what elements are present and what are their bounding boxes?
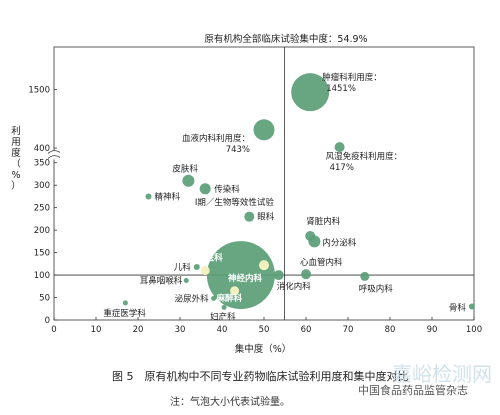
data-label: 心血管内科	[300, 257, 343, 268]
axis-break-mark	[47, 155, 61, 159]
data-label: 肾脏内科	[306, 216, 341, 227]
bubble-point	[244, 211, 255, 222]
x-tick-label: 30	[175, 325, 186, 335]
data-label: 皮肤科	[172, 164, 198, 175]
bubble-point	[305, 230, 316, 241]
data-label: 重症医学科	[103, 308, 146, 319]
bubble-point	[273, 270, 284, 281]
bubble-point	[122, 300, 128, 306]
data-label: 麻醉科	[216, 293, 243, 304]
y-axis-title-char: （	[11, 158, 21, 170]
data-label: 肿瘤科利用度： 1451%	[322, 72, 382, 94]
x-tick-label: 60	[301, 325, 312, 335]
bubble-point	[301, 269, 311, 280]
data-label: 儿科	[174, 262, 192, 273]
data-label: 眼科	[257, 212, 275, 223]
bubble-point	[199, 183, 211, 195]
y-axis-title-char: 度	[11, 147, 21, 159]
x-tick-label: 70	[343, 325, 354, 335]
axis-break-gap	[49, 150, 59, 160]
data-label: 精神科	[155, 191, 181, 202]
watermark-brand: 嘉峪检测网	[392, 362, 492, 386]
figure-caption: 图 5 原有机构中不同专业药物临床试验利用度和集中度对比	[112, 370, 409, 383]
data-label-line: 417%	[330, 163, 354, 173]
bubble-point	[200, 266, 210, 276]
y-tick-label: 50	[39, 294, 50, 304]
data-label: 血液内科利用度： 743%	[182, 133, 250, 155]
watermark-source: 中国食品药品监管杂志	[358, 384, 468, 397]
bubble-point	[291, 73, 330, 112]
y-axis-title-char: 利	[11, 125, 21, 137]
y-axis-title-char: %	[11, 170, 20, 181]
bubble-point	[468, 303, 475, 310]
data-label: 耳鼻咽喉科	[140, 275, 183, 286]
y-axis-title-char: ）	[11, 180, 21, 192]
figure-note: 注：气泡大小代表试验量。	[170, 397, 290, 408]
data-label-line: 743%	[226, 145, 250, 155]
x-tick-label: 0	[51, 325, 56, 335]
data-label-line: 肿瘤科利用度：	[322, 72, 382, 83]
data-label: 呼吸内科	[359, 283, 394, 294]
bubble-point	[221, 304, 227, 310]
x-tick-label: 40	[217, 325, 228, 335]
x-axis-title: 集中度（%）	[235, 343, 292, 355]
bubble-point	[334, 142, 345, 153]
x-tick-label: 90	[427, 325, 438, 335]
y-axis-title: 利用度（%）	[11, 125, 21, 192]
y-tick-label: 200	[34, 226, 50, 236]
data-label: 神经内科	[228, 273, 263, 284]
data-label: Ⅰ期／生物等效性试验	[195, 197, 275, 208]
x-tick-label: 80	[385, 325, 396, 335]
x-tick-label: 20	[133, 325, 144, 335]
x-tick-label: 100	[466, 325, 482, 335]
y-tick-label: 150	[34, 249, 50, 259]
data-label: 传染科	[214, 184, 240, 195]
data-label: 风湿免疫科利用度： 417%	[326, 151, 403, 173]
bubble-point	[360, 271, 370, 281]
bubble-point	[183, 277, 189, 283]
data-label-line: 1451%	[326, 84, 356, 94]
bubble-point	[253, 119, 275, 141]
bubble-point	[211, 295, 217, 301]
y-tick-label: 100	[34, 271, 50, 281]
axis-break-mark	[47, 150, 61, 154]
data-label-line: 血液内科利用度：	[182, 133, 250, 144]
bubble-point	[145, 193, 152, 200]
y-tick-label: 300	[34, 181, 50, 191]
x-tick-label: 10	[91, 325, 102, 335]
bubble-point	[259, 260, 269, 271]
data-label: 骨科	[449, 303, 467, 314]
chart-title: 原有机构全部临床试验集中度：54.9%	[204, 33, 367, 45]
data-label: 消化内科	[277, 281, 312, 292]
y-tick-label: 0	[45, 316, 50, 326]
bubble-point	[230, 286, 240, 296]
y-axis-title-char: 用	[11, 137, 21, 148]
data-label-line: 风湿免疫科利用度：	[326, 151, 403, 162]
y-tick-label: 350	[34, 159, 50, 169]
data-label: 妇产科	[210, 311, 236, 322]
y-tick-label: 1500	[28, 86, 50, 96]
y-tick-label: 250	[34, 204, 50, 214]
x-tick-label: 50	[259, 325, 270, 335]
bubble-point	[182, 174, 195, 187]
bubble-point	[206, 241, 275, 310]
data-label: 泌尿外科	[175, 293, 210, 304]
y-tick-label: 400	[34, 144, 50, 154]
bubble-point	[193, 263, 200, 270]
data-label: 中医科	[197, 253, 223, 264]
data-label: 内分泌科	[322, 237, 357, 248]
